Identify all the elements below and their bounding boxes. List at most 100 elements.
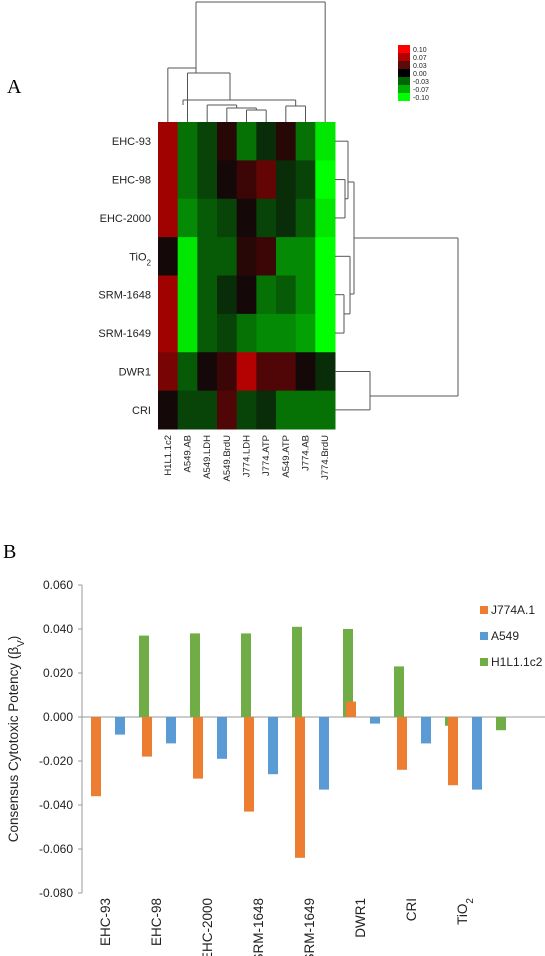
heatmap-cell [197,237,218,276]
bar-h1l1-1c2 [139,635,149,717]
heatmap-column-label: H1L1.1c2 [163,435,174,476]
legend-value-label: 0.07 [413,55,427,62]
heatmap-cell [315,122,336,161]
bar-a549 [217,717,227,759]
heatmap-cell [236,198,257,238]
bar-a549 [166,717,176,744]
heatmap-cell [315,237,336,276]
legend-value-label: -0.03 [413,79,429,86]
heatmap-cell [236,352,257,392]
legend-value-label: 0.03 [413,63,427,70]
heatmap-column-label: J774.AB [301,435,312,471]
heatmap-cell [276,160,297,200]
heatmap-cell [236,275,257,315]
heatmap-color-legend: 0.100.070.030.00-0.03-0.07-0.10 [398,45,429,102]
bar-a549 [319,717,329,790]
heatmap-cell [295,237,316,276]
bar-h1l1-1c2 [292,626,302,717]
heatmap-cell [236,160,257,200]
legend-color-swatch [398,85,410,93]
bar-a549 [472,717,482,790]
heatmap-cell [217,352,238,392]
heatmap-cell [256,237,277,276]
y-tick-label: -0.060 [39,842,73,856]
y-tick-label: 0.000 [43,710,73,724]
heatmap-cell [315,313,336,353]
heatmap-cell [295,390,316,430]
heatmap-cell [256,275,277,315]
bar-h1l1-1c2 [241,633,251,717]
heatmap-cell [276,237,297,276]
y-tick-label: -0.080 [39,886,73,900]
heatmap-row-label: SRM-1649 [98,328,151,340]
heatmap-cell [177,313,198,353]
panel-label-b: B [3,541,16,563]
heatmap-cell [177,352,198,392]
heatmap-cell [217,275,238,315]
heatmap-cell [276,390,297,430]
legend-color-swatch [398,53,410,61]
heatmap-column-label: A549.LDH [202,435,213,479]
legend-color-swatch [398,77,410,85]
bar-j774a-1 [397,717,407,770]
heatmap-cell [158,237,179,276]
heatmap-cell [158,122,179,161]
heatmap-cell [295,198,316,238]
heatmap-cell [217,313,238,353]
legend-swatch [480,658,488,666]
heatmap-column-label: J774.LDH [242,435,253,477]
legend-swatch [480,606,488,614]
heatmap-cell [158,198,179,238]
heatmap-cell [295,122,316,161]
y-tick-label: -0.020 [39,754,73,768]
heatmap-cell [295,160,316,200]
legend-value-label: -0.10 [413,95,429,102]
bar-a549 [115,717,125,735]
heatmap-row-label: CRI [132,405,151,417]
legend-value-label: -0.07 [413,87,429,94]
heatmap-cell [217,198,238,238]
panel-label-a: A [7,76,22,98]
heatmap-cell [197,352,218,392]
bar-h1l1-1c2 [343,629,353,717]
heatmap-cell [217,237,238,276]
heatmap-cell [197,122,218,161]
heatmap-cell [256,352,277,392]
heatmap-cell [315,275,336,315]
heatmap-column-label: J774.BrdU [320,435,331,480]
heatmap-column-label: A549.BrdU [222,435,233,482]
bar-chart: 0.060 0.040 0.020 0.000 -0.020 -0.040 -0.060 -0… [6,578,545,956]
heatmap: EHC-93 EHC-98 EHC-2000 TiO2 SRM-1648 SRM-1649… [98,122,336,482]
heatmap-cell [177,198,198,238]
bar-j774a-1 [91,717,101,797]
legend-color-swatch [398,93,410,101]
heatmap-cell [276,198,297,238]
y-tick-label: 0.040 [43,622,73,636]
heatmap-cell [197,198,218,238]
heatmap-column-label: A549.AB [183,435,194,473]
heatmap-cell [236,237,257,276]
heatmap-cell [197,160,218,200]
heatmap-cell [197,313,218,353]
y-tick-label: -0.040 [39,798,73,812]
heatmap-row-label: TiO2 [129,251,151,267]
heatmap-row-label: DWR1 [119,366,151,378]
heatmap-column-label: A549.ATP [281,435,292,478]
heatmap-cell [158,275,179,315]
x-tick-label: EHC-98 [149,898,164,946]
heatmap-cell [158,390,179,430]
bar-j774a-1 [346,701,356,717]
bar-j774a-1 [244,717,254,812]
heatmap-cell [256,160,277,200]
legend-label: H1L1.1c2 [491,655,543,669]
heatmap-cell [177,390,198,430]
heatmap-cell [177,237,198,276]
heatmap-cell [158,313,179,353]
heatmap-cell [256,313,277,353]
heatmap-cell [177,275,198,315]
x-tick-label: SRM-1648 [251,898,266,956]
legend-color-swatch [398,61,410,69]
bar-j774a-1 [448,717,458,786]
legend-label: J774A.1 [491,603,535,617]
legend-label: A549 [491,629,519,643]
